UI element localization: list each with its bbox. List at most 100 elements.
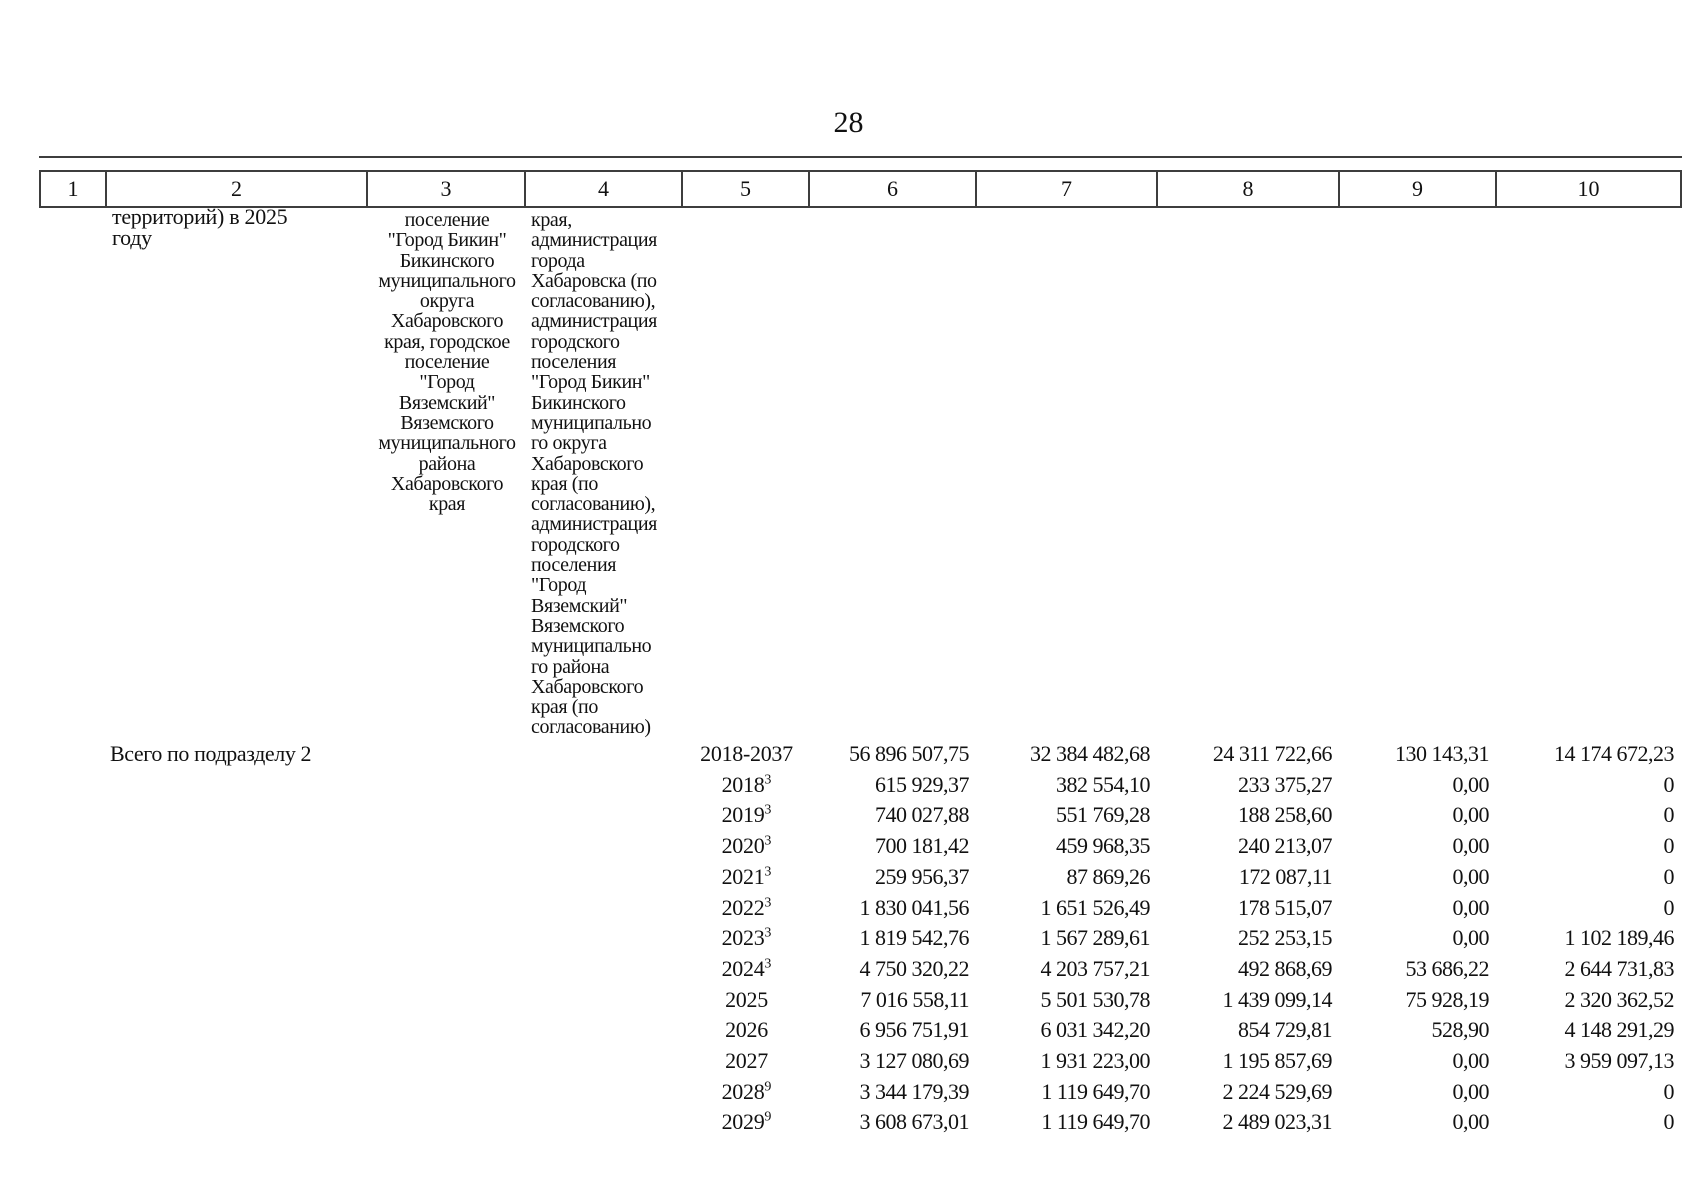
value-cell-col7: 32 384 482,68 (1030, 741, 1151, 766)
value-cell-col10: 4 148 291,29 (1564, 1017, 1675, 1043)
period-cell: 20223 (721, 894, 772, 920)
value-cell-col7: 1 119 649,70 (1041, 1078, 1150, 1104)
value-cell-col8: 233 375,27 (1238, 771, 1333, 797)
period-footnote-sup: 3 (764, 833, 772, 849)
value-cell-col10: 1 102 189,46 (1564, 925, 1675, 951)
value-cell-col6: 56 896 507,75 (849, 741, 970, 766)
value-cell-col7: 382 554,10 (1056, 771, 1151, 797)
header-cell-1: 1 (41, 172, 107, 206)
period-footnote-sup: 9 (764, 1079, 772, 1095)
value-cell-col9: 75 928,19 (1405, 986, 1490, 1012)
value-cell-col8: 172 087,11 (1238, 863, 1333, 889)
value-cell-col9: 528,90 (1431, 1017, 1490, 1043)
period-cell: 20193 (721, 802, 772, 828)
header-cell-4: 4 (526, 172, 683, 206)
value-cell-col10: 0 (1663, 1109, 1675, 1135)
period-cell: 20233 (721, 925, 772, 951)
value-cell-col6: 615 929,37 (875, 771, 970, 797)
period-cell: 20203 (721, 833, 772, 859)
value-cell-col9: 0,00 (1452, 1048, 1490, 1074)
value-cell-col7: 87 869,26 (1066, 863, 1151, 889)
value-cell-col6: 740 027,88 (875, 802, 970, 828)
value-cell-col7: 5 501 530,78 (1040, 986, 1151, 1012)
value-cell-col6: 3 344 179,39 (859, 1078, 970, 1104)
period-cell: 20213 (721, 863, 772, 889)
header-cell-8: 8 (1158, 172, 1340, 206)
value-cell-col7: 1 119 649,70 (1041, 1109, 1150, 1135)
value-cell-col10: 0 (1663, 771, 1675, 797)
value-cell-col9: 130 143,31 (1395, 741, 1490, 766)
value-cell-col9: 53 686,22 (1405, 955, 1490, 981)
value-cell-col6: 3 127 080,69 (859, 1048, 970, 1074)
value-cell-col6: 259 956,37 (875, 863, 970, 889)
period-footnote-sup: 3 (764, 895, 772, 911)
value-cell-col8: 178 515,07 (1238, 894, 1333, 920)
value-cell-col6: 4 750 320,22 (859, 955, 970, 981)
value-cell-col7: 551 769,28 (1056, 802, 1151, 828)
value-cell-col10: 2 644 731,83 (1564, 955, 1675, 981)
period-footnote-sup: 3 (764, 956, 772, 972)
value-cell-col7: 4 203 757,21 (1040, 955, 1151, 981)
value-cell-col10: 2 320 362,52 (1564, 986, 1675, 1012)
value-cell-col10: 0 (1663, 894, 1675, 920)
totals-row-label: Всего по подразделу 2 (110, 741, 312, 766)
header-cell-6: 6 (810, 172, 977, 206)
value-cell-col9: 0,00 (1452, 833, 1490, 859)
value-cell-col10: 0 (1663, 863, 1675, 889)
header-cell-5: 5 (683, 172, 810, 206)
value-cell-col10: 3 959 097,13 (1564, 1048, 1675, 1074)
value-cell-col9: 0,00 (1452, 925, 1490, 951)
continuation-col2-text: территорий) в 2025 году (112, 204, 288, 250)
value-cell-col10: 14 174 672,23 (1554, 741, 1675, 766)
value-cell-col8: 188 258,60 (1238, 802, 1333, 828)
header-cell-9: 9 (1340, 172, 1497, 206)
value-cell-col10: 0 (1663, 1078, 1675, 1104)
value-cell-col8: 24 311 722,66 (1212, 741, 1333, 766)
value-cell-col8: 1 439 099,14 (1222, 986, 1333, 1012)
value-cell-col6: 3 608 673,01 (859, 1109, 970, 1135)
value-cell-col8: 2 224 529,69 (1222, 1078, 1333, 1104)
period-footnote-sup: 3 (764, 772, 772, 788)
value-cell-col7: 1 651 526,49 (1040, 894, 1151, 920)
period-cell: 2025 (725, 986, 768, 1012)
period-cell: 20299 (721, 1109, 772, 1135)
period-cell: 20183 (721, 771, 772, 797)
value-cell-col6: 1 830 041,56 (859, 894, 970, 920)
table-top-rule (39, 156, 1682, 158)
period-footnote-sup: 3 (764, 864, 772, 880)
value-cell-col6: 1 819 542,76 (859, 925, 970, 951)
value-cell-col9: 0,00 (1452, 802, 1490, 828)
table-header-row: 1 2 3 4 5 6 7 8 9 10 (39, 170, 1682, 208)
value-cell-col8: 1 195 857,69 (1222, 1048, 1333, 1074)
period-cell: 2027 (725, 1048, 768, 1074)
value-cell-col7: 1 567 289,61 (1040, 925, 1151, 951)
value-cell-col7: 6 031 342,20 (1040, 1017, 1151, 1043)
value-cell-col7: 1 931 223,00 (1040, 1048, 1151, 1074)
period-footnote-sup: 3 (764, 803, 772, 819)
header-cell-10: 10 (1577, 176, 1600, 201)
value-cell-col8: 854 729,81 (1238, 1017, 1333, 1043)
value-cell-col9: 0,00 (1452, 1078, 1490, 1104)
value-cell-col9: 0,00 (1452, 771, 1490, 797)
value-cell-col10: 0 (1663, 802, 1675, 828)
period-cell: 20289 (721, 1078, 772, 1104)
continuation-col4-text: края, администрация города Хабаровска (п… (531, 209, 657, 739)
period-cell: 2018-2037 (700, 741, 793, 766)
period-footnote-sup: 3 (764, 925, 772, 941)
continuation-col3-text: поселение "Город Бикин" Бикинского муниц… (378, 209, 516, 516)
value-cell-col6: 700 181,42 (875, 833, 970, 859)
header-cell-7: 7 (977, 172, 1158, 206)
value-cell-col8: 2 489 023,31 (1222, 1109, 1333, 1135)
value-cell-col9: 0,00 (1452, 894, 1490, 920)
header-cell-2: 2 (107, 172, 368, 206)
value-cell-col6: 6 956 751,91 (859, 1017, 970, 1043)
value-cell-col8: 252 253,15 (1238, 925, 1333, 951)
value-cell-col9: 0,00 (1452, 863, 1490, 889)
period-cell: 2026 (725, 1017, 768, 1043)
header-cell-3: 3 (368, 172, 526, 206)
value-cell-col7: 459 968,35 (1056, 833, 1151, 859)
value-cell-col8: 492 868,69 (1238, 955, 1333, 981)
period-footnote-sup: 9 (764, 1110, 772, 1126)
period-cell: 20243 (721, 955, 772, 981)
